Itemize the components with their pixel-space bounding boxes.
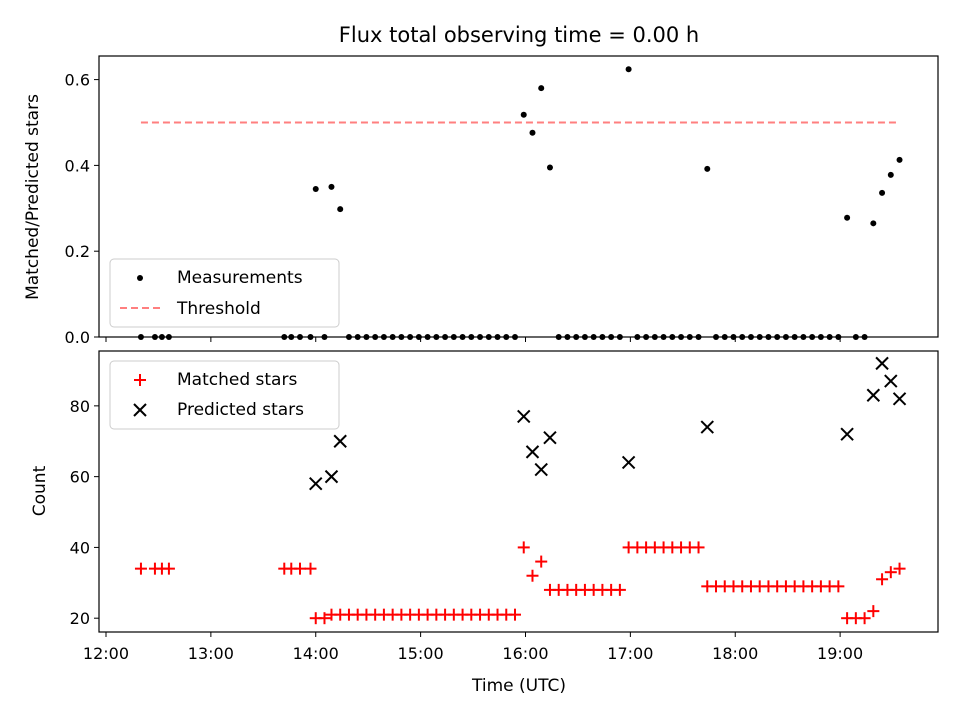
- legend-matched-marker: [134, 374, 146, 386]
- measurement-point: [312, 185, 319, 192]
- matched-point: [858, 612, 871, 625]
- y-tick-label: 60: [70, 468, 90, 487]
- top-plot-marks: [137, 66, 903, 340]
- matched-point: [876, 573, 889, 586]
- matched-point: [893, 562, 906, 575]
- predicted-point: [884, 374, 898, 388]
- predicted-point: [875, 356, 889, 371]
- x-tick-label: 14:00: [293, 644, 339, 663]
- matched-point: [526, 569, 539, 582]
- matched-point: [535, 555, 548, 568]
- measurement-point: [546, 164, 553, 171]
- x-tick-label: 12:00: [83, 644, 129, 663]
- top-axes-frame: [98, 55, 939, 338]
- predicted-point: [525, 445, 540, 459]
- matched-point: [134, 562, 147, 575]
- measurement-point: [844, 214, 851, 221]
- matched-point: [884, 566, 897, 579]
- measurement-point: [328, 183, 335, 190]
- measurement-point: [896, 156, 903, 163]
- predicted-point: [700, 420, 714, 434]
- chart-title: Flux total observing time = 0.00 h: [339, 23, 699, 47]
- x-tick-label: 16:00: [502, 644, 548, 663]
- x-tick-label: 18:00: [712, 644, 758, 663]
- measurement-point: [529, 129, 536, 136]
- legend-predicted-marker: [133, 403, 147, 417]
- predicted-point: [324, 469, 339, 484]
- bottom-y-axis: 20 40 60 80: [70, 397, 99, 628]
- matched-point: [613, 583, 626, 596]
- bottom-y-axis-label: Count: [30, 465, 50, 516]
- legend-threshold-label: Threshold: [176, 299, 261, 319]
- predicted-point: [333, 434, 347, 448]
- measurement-point: [887, 171, 894, 178]
- measurement-point: [704, 165, 711, 172]
- bottom-legend: Matched stars Predicted stars: [109, 360, 340, 430]
- legend-predicted-label: Predicted stars: [177, 400, 304, 420]
- top-legend-box: [109, 258, 340, 328]
- measurement-point: [538, 85, 545, 92]
- matched-point: [692, 541, 705, 554]
- predicted-point: [309, 477, 323, 491]
- x-tick-label: 19:00: [817, 644, 863, 663]
- matched-point: [304, 562, 317, 575]
- matched-point: [509, 608, 522, 621]
- predicted-point: [534, 462, 548, 477]
- matched-point: [832, 580, 845, 593]
- y-tick-label: 20: [70, 609, 90, 628]
- x-tick-label: 13:00: [188, 644, 234, 663]
- x-tick-label: 15:00: [398, 644, 444, 663]
- predicted-point: [866, 388, 881, 402]
- y-tick-label: 0.6: [65, 71, 90, 90]
- predicted-point: [840, 427, 854, 441]
- measurement-point: [520, 111, 527, 118]
- predicted-point: [892, 392, 907, 406]
- bottom-x-axis: 12:00 13:00 14:00 15:00 16:00 17:00 18:00 19:00: [83, 632, 863, 663]
- bottom-legend-box: [109, 360, 340, 430]
- y-tick-label: 80: [70, 397, 90, 416]
- measurement-point: [870, 220, 877, 227]
- matched-point: [867, 605, 880, 618]
- bottom-plot-marks: [134, 356, 907, 625]
- x-axis-label: Time (UTC): [471, 676, 566, 696]
- matched-point: [318, 612, 331, 625]
- predicted-point: [621, 455, 636, 470]
- legend-measurements-label: Measurements: [177, 268, 303, 288]
- measurement-point: [337, 206, 344, 213]
- measurement-point: [625, 66, 632, 73]
- predicted-point: [517, 409, 531, 424]
- matched-point: [294, 562, 307, 575]
- y-tick-label: 0.2: [65, 242, 90, 261]
- legend-matched-label: Matched stars: [177, 370, 297, 390]
- legend-measurements-marker: [137, 275, 143, 281]
- bottom-axes-frame: [98, 350, 939, 633]
- y-tick-label: 0.0: [65, 328, 90, 347]
- top-x-axis: [105, 337, 841, 342]
- top-legend: Measurements Threshold: [109, 258, 340, 328]
- top-panel: 0.0 0.2 0.4 0.6 Matched/Predicted stars Mea…: [23, 55, 939, 347]
- x-tick-label: 17:00: [607, 644, 653, 663]
- y-tick-label: 0.4: [65, 156, 90, 175]
- top-y-axis-label: Matched/Predicted stars: [23, 94, 43, 300]
- top-y-axis: 0.0 0.2 0.4 0.6: [65, 71, 99, 347]
- measurement-point: [879, 189, 886, 196]
- matched-point: [517, 541, 530, 554]
- matched-point: [162, 562, 175, 575]
- y-tick-label: 40: [70, 538, 90, 557]
- predicted-point: [543, 430, 557, 445]
